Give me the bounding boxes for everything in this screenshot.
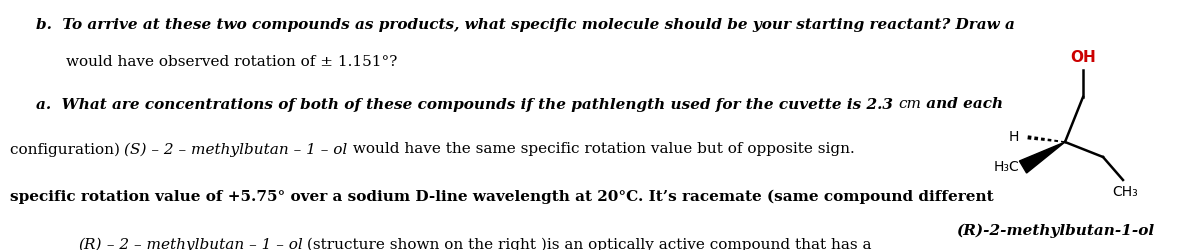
Text: H: H <box>1009 130 1019 144</box>
Text: (R): (R) <box>78 238 102 250</box>
Text: (structure shown on the right )is an optically active compound that has a: (structure shown on the right )is an opt… <box>302 238 871 250</box>
Text: would have observed rotation of ± 1.151°?: would have observed rotation of ± 1.151°… <box>66 55 397 69</box>
Text: would have the same specific rotation value but of opposite sign.: would have the same specific rotation va… <box>348 142 854 156</box>
Text: specific rotation value of +5.75° over a sodium D-line wavelength at 20°C. It’s : specific rotation value of +5.75° over a… <box>10 190 994 204</box>
Text: b.  To arrive at these two compounds as products, what specific molecule should : b. To arrive at these two compounds as p… <box>36 18 1015 32</box>
Text: a.  What are concentrations of both of these compounds if the pathlength used fo: a. What are concentrations of both of th… <box>36 98 899 112</box>
Text: (R)-2-methylbutan-1-ol: (R)-2-methylbutan-1-ol <box>956 224 1154 238</box>
Text: cm: cm <box>899 98 922 112</box>
Text: OH: OH <box>1070 50 1096 65</box>
Text: and each: and each <box>922 98 1003 112</box>
Text: – 2 – methylbutan – 1 – ol: – 2 – methylbutan – 1 – ol <box>102 238 302 250</box>
Text: H₃C: H₃C <box>994 160 1019 174</box>
Text: CH₃: CH₃ <box>1112 185 1138 199</box>
Text: configuration): configuration) <box>10 142 125 157</box>
Text: (S) – 2 – methylbutan – 1 – ol: (S) – 2 – methylbutan – 1 – ol <box>125 142 348 157</box>
Polygon shape <box>1020 142 1066 173</box>
